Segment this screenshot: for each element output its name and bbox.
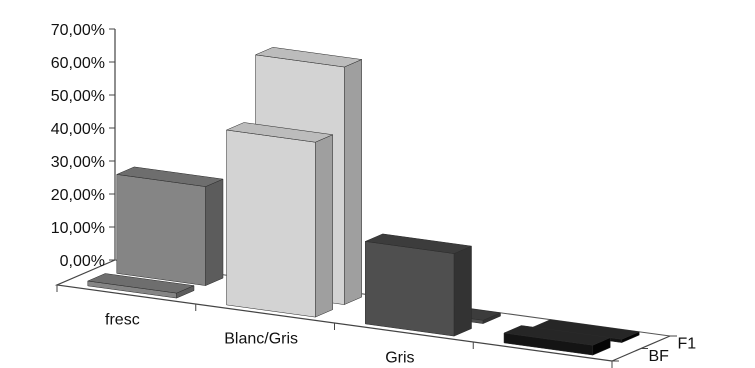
bar-top-face [254,47,363,68]
bar-top-face [115,166,224,187]
y-tick-label: 40,00% [51,121,105,138]
y-tick-label: 30,00% [51,154,105,171]
bar-front-face [365,241,455,337]
bar-front-face [226,129,316,318]
y-tick-label: 20,00% [51,187,105,204]
bar-top-face [86,273,195,294]
bar-F1-fresc [115,166,224,286]
y-tick-label: 10,00% [51,220,105,237]
bar-top-face [225,122,334,143]
bar-side-face [453,245,472,337]
bar-BF-Negre/Gris [503,325,612,356]
chart-bars [86,47,641,356]
depth-label: BF [649,348,670,365]
category-label: Blanc/Gris [224,331,298,348]
bar-side-face [315,134,333,318]
bar-side-face [344,59,362,305]
y-tick-label: 60,00% [51,55,105,72]
y-tick-label: 70,00% [51,22,105,39]
depth-label: F1 [678,335,697,352]
category-label: Gris [385,350,414,367]
y-tick-label: 50,00% [51,88,105,105]
category-label: fresc [105,312,140,329]
bar-BF-Gris [364,233,473,337]
bar-top-face [364,233,473,254]
bar-BF-fresc [86,273,195,299]
bar-side-face [205,178,224,286]
bar-top-face [503,325,612,346]
y-tick-label: 0,00% [60,253,105,270]
chart-labels: 0,00% 10,00% 20,00% 30,00% 40,00% 50,00% 60,00… [51,22,697,367]
bar-BF-Blanc/Gris [225,122,334,318]
bar-front-face [116,174,206,286]
